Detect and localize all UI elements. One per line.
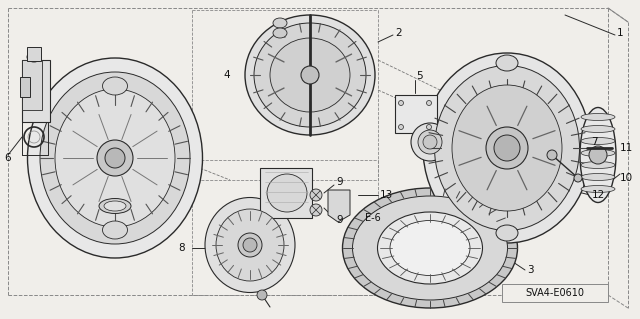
Ellipse shape bbox=[378, 212, 483, 284]
Polygon shape bbox=[328, 190, 350, 222]
Text: 10: 10 bbox=[620, 173, 633, 183]
Circle shape bbox=[574, 174, 582, 182]
Ellipse shape bbox=[423, 53, 591, 243]
Ellipse shape bbox=[426, 124, 431, 130]
Ellipse shape bbox=[423, 135, 437, 149]
Text: 11: 11 bbox=[620, 143, 633, 153]
Text: 1: 1 bbox=[617, 28, 623, 38]
Ellipse shape bbox=[581, 114, 615, 121]
Text: E-6: E-6 bbox=[365, 213, 381, 223]
Text: 8: 8 bbox=[179, 243, 185, 253]
Ellipse shape bbox=[205, 197, 295, 293]
Circle shape bbox=[547, 150, 557, 160]
Ellipse shape bbox=[238, 233, 262, 257]
Ellipse shape bbox=[102, 221, 127, 239]
Ellipse shape bbox=[452, 85, 562, 211]
Ellipse shape bbox=[581, 150, 615, 157]
Bar bbox=[22, 60, 42, 110]
Bar bbox=[395, 95, 437, 133]
Ellipse shape bbox=[99, 198, 131, 213]
Ellipse shape bbox=[399, 124, 403, 130]
Ellipse shape bbox=[243, 238, 257, 252]
Text: 13: 13 bbox=[380, 190, 393, 200]
Ellipse shape bbox=[486, 127, 528, 169]
Ellipse shape bbox=[27, 52, 41, 62]
Ellipse shape bbox=[270, 38, 350, 112]
Ellipse shape bbox=[353, 196, 508, 300]
Bar bbox=[22, 60, 50, 122]
Ellipse shape bbox=[581, 186, 615, 192]
Ellipse shape bbox=[580, 108, 616, 203]
Text: 12: 12 bbox=[592, 190, 605, 200]
Ellipse shape bbox=[40, 72, 190, 244]
Ellipse shape bbox=[254, 23, 366, 127]
Text: 3: 3 bbox=[527, 265, 534, 275]
Text: 5: 5 bbox=[416, 71, 422, 81]
Ellipse shape bbox=[418, 130, 442, 154]
Text: 4: 4 bbox=[223, 70, 230, 80]
Text: 7: 7 bbox=[591, 137, 598, 147]
Ellipse shape bbox=[28, 58, 202, 258]
Circle shape bbox=[310, 204, 322, 216]
Ellipse shape bbox=[267, 174, 307, 212]
Ellipse shape bbox=[273, 18, 287, 28]
Text: 2: 2 bbox=[395, 28, 402, 38]
Bar bbox=[260, 168, 312, 218]
Ellipse shape bbox=[245, 15, 375, 135]
Text: 6: 6 bbox=[4, 153, 11, 163]
Ellipse shape bbox=[399, 100, 403, 106]
Ellipse shape bbox=[411, 123, 449, 161]
Bar bbox=[20, 77, 30, 97]
Circle shape bbox=[310, 189, 322, 201]
Ellipse shape bbox=[102, 77, 127, 95]
Ellipse shape bbox=[581, 161, 615, 168]
Ellipse shape bbox=[104, 201, 126, 211]
Ellipse shape bbox=[435, 65, 579, 231]
Ellipse shape bbox=[342, 188, 518, 308]
Ellipse shape bbox=[105, 148, 125, 168]
Ellipse shape bbox=[216, 209, 284, 281]
Ellipse shape bbox=[97, 140, 133, 176]
Ellipse shape bbox=[55, 89, 175, 227]
Ellipse shape bbox=[390, 220, 470, 276]
Ellipse shape bbox=[496, 55, 518, 71]
Ellipse shape bbox=[494, 135, 520, 161]
Ellipse shape bbox=[273, 28, 287, 38]
Text: SVA4-E0610: SVA4-E0610 bbox=[525, 288, 584, 298]
Circle shape bbox=[257, 290, 267, 300]
Ellipse shape bbox=[581, 125, 615, 132]
Ellipse shape bbox=[426, 100, 431, 106]
Bar bbox=[27, 47, 41, 61]
Text: 9: 9 bbox=[336, 215, 342, 225]
Ellipse shape bbox=[496, 225, 518, 241]
Ellipse shape bbox=[581, 174, 615, 181]
Text: 9: 9 bbox=[336, 177, 342, 187]
Ellipse shape bbox=[581, 137, 615, 145]
Ellipse shape bbox=[301, 66, 319, 84]
Ellipse shape bbox=[589, 146, 607, 164]
Bar bbox=[502, 284, 608, 302]
